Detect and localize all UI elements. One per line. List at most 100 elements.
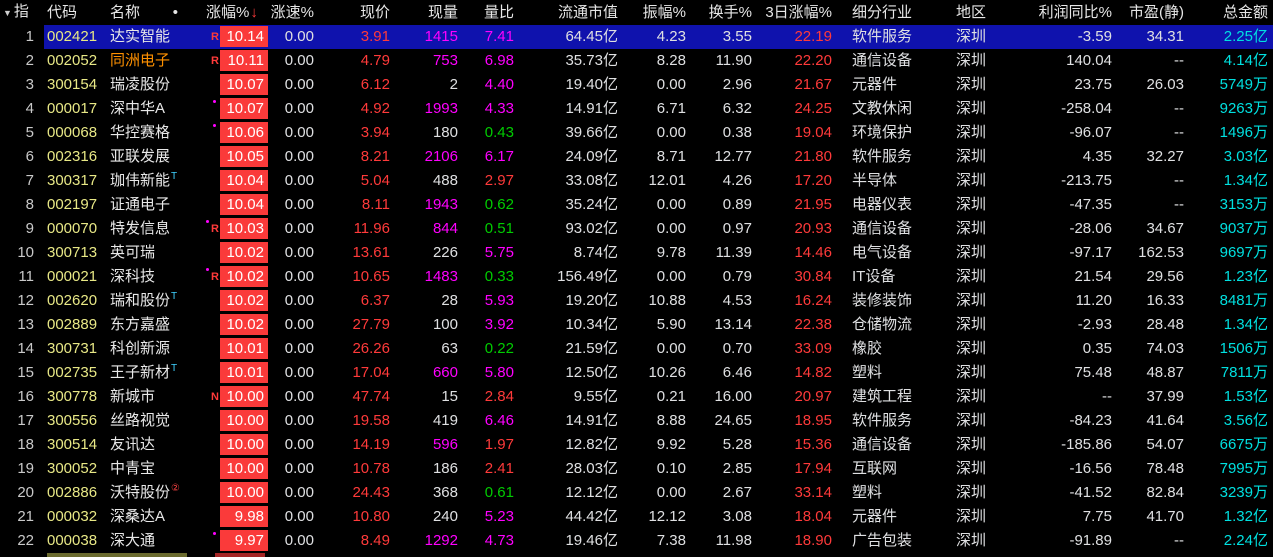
column-header-indicator[interactable]: ▼ 指 xyxy=(3,3,29,20)
row-mark xyxy=(206,337,220,361)
stock-row[interactable]: 12 002620 瑞和股份T 10.02 0.00 6.37 28 5.93 19.20亿 10… xyxy=(0,289,1273,313)
margin-r-icon: R xyxy=(211,223,219,235)
stock-row[interactable]: 17 300556 丝路视觉 10.00 0.00 19.58 419 6.46 14.91亿 8… xyxy=(0,409,1273,433)
stock-row[interactable]: 5 000068 华控赛格 10.06 0.00 3.94 180 0.43 39.66亿 0.0… xyxy=(0,121,1273,145)
column-header-volume[interactable]: 现量 xyxy=(427,3,458,21)
total-amount: 8481万 xyxy=(1219,292,1268,309)
volume-ratio: 0.43 xyxy=(484,124,514,141)
stock-row[interactable]: 6 002316 亚联发展 10.05 0.00 8.21 2106 6.17 24.09亿 8.… xyxy=(0,145,1273,169)
stock-row[interactable]: 22 000038 深大通 9.97 0.00 8.49 1292 4.73 19.46亿 7.3… xyxy=(0,529,1273,553)
turnover: 11.39 xyxy=(715,244,752,261)
turnover: 3.08 xyxy=(722,508,752,525)
stock-row[interactable]: 16 300778 新城市 N 10.00 0.00 47.74 15 2.84 9.55亿 0.2… xyxy=(0,385,1273,409)
total-amount: 3.56亿 xyxy=(1223,412,1268,429)
alert-dot-icon xyxy=(213,532,216,535)
industry: 塑料 xyxy=(852,484,883,501)
turnover: 0.89 xyxy=(722,196,752,213)
column-header-profit-yoy[interactable]: 利润同比% xyxy=(1038,3,1112,21)
price: 17.04 xyxy=(352,364,390,381)
row-mark xyxy=(206,481,220,505)
row-number: 1 xyxy=(25,28,34,45)
float-mcap: 14.91亿 xyxy=(565,412,618,429)
volume-ratio: 4.40 xyxy=(484,76,514,93)
stock-name: 王子新材T xyxy=(110,363,178,382)
price: 8.21 xyxy=(360,148,390,165)
row-number: 11 xyxy=(18,268,34,285)
region: 深圳 xyxy=(956,52,987,69)
turnover: 2.96 xyxy=(722,76,752,93)
row-mark: R xyxy=(206,49,220,73)
change-pct-badge: 10.02 xyxy=(220,242,268,263)
price: 10.80 xyxy=(352,508,390,525)
column-header-code[interactable]: 代码 xyxy=(47,3,78,21)
stock-row[interactable]: 4 000017 深中华A 10.07 0.00 4.92 1993 4.33 14.91亿 6.… xyxy=(0,97,1273,121)
speed-pct: 0.00 xyxy=(284,76,314,93)
float-mcap: 10.34亿 xyxy=(565,316,618,333)
industry: 橡胶 xyxy=(852,340,883,357)
price: 19.58 xyxy=(352,412,390,429)
turnover: 0.97 xyxy=(722,220,752,237)
column-header-mcap[interactable]: 流通市值 xyxy=(557,3,618,21)
stock-row[interactable]: 19 300052 中青宝 10.00 0.00 10.78 186 2.41 28.03亿 0.… xyxy=(0,457,1273,481)
column-header-change-pct[interactable]: 涨幅%↓ xyxy=(206,3,258,21)
industry: 环境保护 xyxy=(852,124,913,141)
stock-row[interactable]: 14 300731 科创新源 10.01 0.00 26.26 63 0.22 21.59亿 0.… xyxy=(0,337,1273,361)
change-pct-badge: 10.11 xyxy=(220,50,268,71)
total-amount: 9263万 xyxy=(1219,100,1268,117)
stock-row[interactable]: 7 300317 珈伟新能T 10.04 0.00 5.04 488 2.97 33.08亿 12… xyxy=(0,169,1273,193)
column-header-pe-static[interactable]: 市盈(静) xyxy=(1129,3,1184,21)
row-mark xyxy=(206,193,220,217)
column-header-industry[interactable]: 细分行业 xyxy=(852,3,913,21)
stock-row[interactable]: 15 002735 王子新材T 10.01 0.00 17.04 660 5.80 12.50亿… xyxy=(0,361,1273,385)
amplitude: 7.38 xyxy=(656,532,686,549)
total-amount: 9037万 xyxy=(1219,220,1268,237)
stock-row[interactable]: 9 000070 特发信息 R 10.03 0.00 11.96 844 0.51 93.02亿 0… xyxy=(0,217,1273,241)
stock-row[interactable]: 3 300154 瑞凌股份 10.07 0.00 6.12 2 4.40 19.40亿 0.00 2… xyxy=(0,73,1273,97)
speed-pct: 0.00 xyxy=(284,100,314,117)
column-header-turnover[interactable]: 换手% xyxy=(708,3,752,21)
float-mcap: 19.20亿 xyxy=(565,292,618,309)
stock-row[interactable]: 8 002197 证通电子 10.04 0.00 8.11 1943 0.62 35.24亿 0.… xyxy=(0,193,1273,217)
stock-row[interactable]: 21 000032 深桑达A 9.98 0.00 10.80 240 5.23 44.42亿 12… xyxy=(0,505,1273,529)
float-mcap: 14.91亿 xyxy=(565,100,618,117)
pe-static: 28.48 xyxy=(1146,316,1184,333)
stock-row[interactable]: 10 300713 英可瑞 10.02 0.00 13.61 226 5.75 8.74亿 9.7… xyxy=(0,241,1273,265)
column-header-amount[interactable]: 总金额 xyxy=(1222,3,1268,21)
gain-3day: 21.95 xyxy=(794,196,832,213)
amplitude: 10.88 xyxy=(648,292,686,309)
stock-row[interactable]: 1 002421 达实智能 R 10.14 0.00 3.91 1415 7.41 64.45亿 4… xyxy=(0,25,1273,49)
column-header-amplitude[interactable]: 振幅% xyxy=(642,3,686,21)
region: 深圳 xyxy=(956,172,987,189)
stock-row[interactable]: 2 002052 同洲电子 R 10.11 0.00 4.79 753 6.98 35.73亿 8.… xyxy=(0,49,1273,73)
row-number: 19 xyxy=(17,460,34,477)
stock-row[interactable]: 20 002886 沃特股份② 10.00 0.00 24.43 368 0.61 12.12亿… xyxy=(0,481,1273,505)
change-pct: 10.02 xyxy=(220,265,268,289)
column-header-region[interactable]: 地区 xyxy=(956,3,987,21)
stock-row[interactable]: 13 002889 东方嘉盛 10.02 0.00 27.79 100 3.92 10.34亿 5… xyxy=(0,313,1273,337)
pe-static: 41.64 xyxy=(1146,412,1184,429)
column-header-ratio[interactable]: 量比 xyxy=(483,3,514,21)
float-mcap: 9.55亿 xyxy=(573,388,618,405)
stock-row[interactable]: 18 300514 友讯达 10.00 0.00 14.19 596 1.97 12.82亿 9.… xyxy=(0,433,1273,457)
volume-ratio: 5.75 xyxy=(484,244,514,261)
column-header-speed[interactable]: 涨速% xyxy=(270,3,314,21)
speed-pct: 0.00 xyxy=(284,244,314,261)
gain-3day: 24.25 xyxy=(794,100,832,117)
amplitude: 8.28 xyxy=(656,52,686,69)
column-header-gain3d[interactable]: 3日涨幅% xyxy=(765,3,832,21)
row-number: 4 xyxy=(25,100,34,117)
industry: IT设备 xyxy=(852,268,896,285)
column-header-price[interactable]: 现价 xyxy=(359,3,390,21)
change-pct: 10.04 xyxy=(220,193,268,217)
price: 11.96 xyxy=(353,220,390,237)
stock-row[interactable]: 11 000021 深科技 R 10.02 0.00 10.65 1483 0.33 156.49… xyxy=(0,265,1273,289)
column-header-name[interactable]: 名称 • xyxy=(106,0,206,25)
industry: 半导体 xyxy=(852,172,898,189)
stock-code: 000068 xyxy=(47,124,98,141)
volume: 240 xyxy=(432,508,458,525)
stock-code: 000038 xyxy=(47,532,98,549)
change-pct-badge: 10.07 xyxy=(220,98,268,119)
total-amount: 1.53亿 xyxy=(1223,388,1268,405)
row-number: 10 xyxy=(17,244,34,261)
speed-pct: 0.00 xyxy=(284,148,314,165)
